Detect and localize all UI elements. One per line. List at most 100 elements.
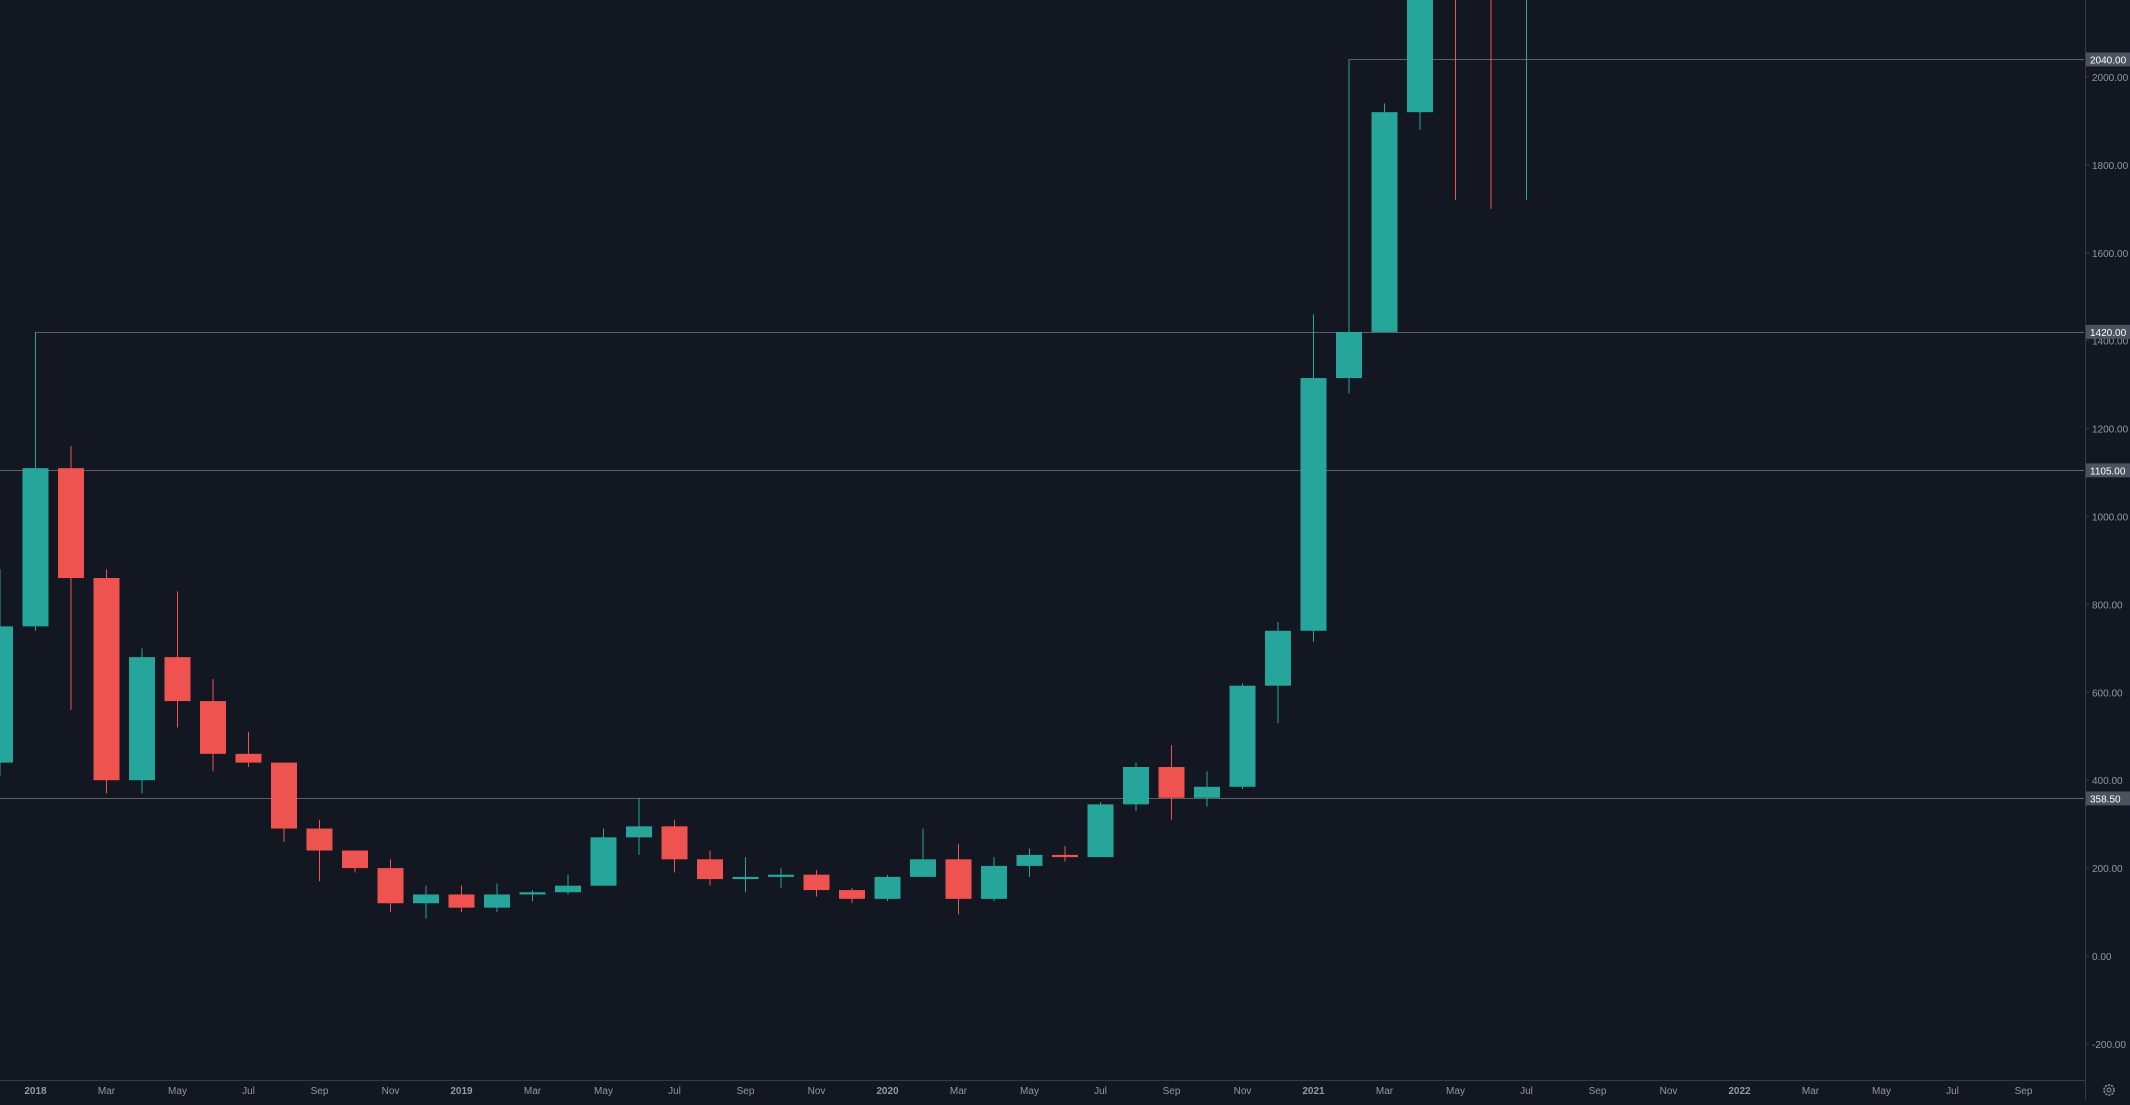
candle[interactable] [981,857,1007,902]
candle[interactable] [377,859,404,913]
level-price-label: 1105.00 [2090,466,2126,477]
time-tick-label: Nov [1660,1086,1678,1097]
candle-body [945,859,972,899]
candle[interactable] [1514,0,1540,201]
candle[interactable] [0,569,13,776]
price-tick-label: 200.00 [2092,864,2123,875]
time-axis-ticks: 2018 Mar May Jul Sep Nov 2019 Mar May Jul Sep Nov 20… [24,1086,2032,1097]
candle[interactable] [697,850,723,886]
candle[interactable] [1016,848,1043,877]
candle-body [839,890,865,899]
candle[interactable] [1336,59,1362,394]
candle-body [1158,767,1185,798]
candle-body [1371,112,1398,332]
candle-body [271,762,297,829]
time-tick-label: 2022 [1728,1086,1751,1097]
level-price-label: 2040.00 [2090,55,2127,66]
candle[interactable] [342,850,368,873]
candle[interactable] [839,887,865,904]
candle[interactable] [448,885,475,913]
time-tick-label: Mar [524,1086,542,1097]
candle-body [555,885,581,893]
candle-body [164,657,191,702]
candle[interactable] [1478,0,1504,209]
candle[interactable] [768,868,794,888]
time-tick-label: Mar [98,1086,116,1097]
candle[interactable] [590,828,617,886]
candle[interactable] [945,843,972,915]
candle[interactable] [93,569,120,794]
candle[interactable] [306,819,333,882]
candle[interactable] [874,874,901,902]
candle-body [1016,854,1043,866]
candle-body [981,865,1007,899]
candle-body [1265,630,1291,686]
candle[interactable] [484,883,510,913]
candle[interactable] [519,890,546,902]
level-price-label-bg [2086,791,2130,806]
candle[interactable] [164,591,191,728]
candle[interactable] [1265,621,1291,724]
settings-gear-icon[interactable] [2103,1084,2115,1096]
time-tick-label: Nov [808,1086,826,1097]
time-tick-label: 2021 [1302,1086,1325,1097]
time-tick-label: May [168,1086,187,1097]
time-tick-label: Jul [242,1086,255,1097]
candle[interactable] [271,762,297,842]
candle[interactable] [1443,0,1469,201]
candle[interactable] [22,331,49,631]
time-tick-label: Nov [382,1086,400,1097]
gear-outer [2103,1084,2115,1096]
time-tick-label: Sep [2015,1086,2033,1097]
candle-body [519,892,546,895]
candle[interactable] [1087,802,1114,858]
candle[interactable] [1123,762,1149,811]
candle-body [448,894,475,908]
level-price-label-bg [2086,324,2130,339]
candle-body [1407,0,1433,113]
candle-body [803,874,830,891]
candle-body [235,753,262,763]
time-tick-label: Jul [1520,1086,1533,1097]
time-tick-label: Sep [1589,1086,1607,1097]
candle[interactable] [626,797,652,855]
candle[interactable] [732,857,759,893]
candles [0,0,1540,919]
candle[interactable] [1194,771,1220,807]
candle-body [768,874,794,877]
candle-body [93,578,120,781]
candle-body [200,701,226,754]
candle[interactable] [1052,846,1078,862]
candle-body [1194,786,1220,798]
candle-body [697,859,723,880]
candle[interactable] [1371,103,1398,332]
candle[interactable] [235,731,262,768]
candle[interactable] [413,885,439,919]
candle[interactable] [200,679,226,772]
candle-body [58,468,84,579]
gear-inner [2106,1087,2112,1093]
time-tick-label: 2019 [450,1086,473,1097]
price-axis[interactable] [2085,0,2130,1100]
price-tick-label: 800.00 [2092,600,2123,611]
time-tick-label: Mar [1802,1086,1820,1097]
candle[interactable] [1407,0,1433,130]
candle[interactable] [803,870,830,897]
candle-body [1052,854,1078,858]
candle[interactable] [1300,314,1327,642]
candle[interactable] [1158,745,1185,820]
candle[interactable] [555,874,581,895]
time-tick-label: Sep [1163,1086,1181,1097]
candle[interactable] [129,648,155,794]
candle-body [0,626,13,763]
time-axis[interactable] [0,1080,2085,1100]
candle[interactable] [1229,683,1256,789]
time-tick-label: May [1446,1086,1465,1097]
time-tick-label: May [594,1086,613,1097]
candle[interactable] [661,819,688,873]
candle[interactable] [58,446,84,710]
candle[interactable] [910,828,936,877]
candle-body [484,894,510,908]
